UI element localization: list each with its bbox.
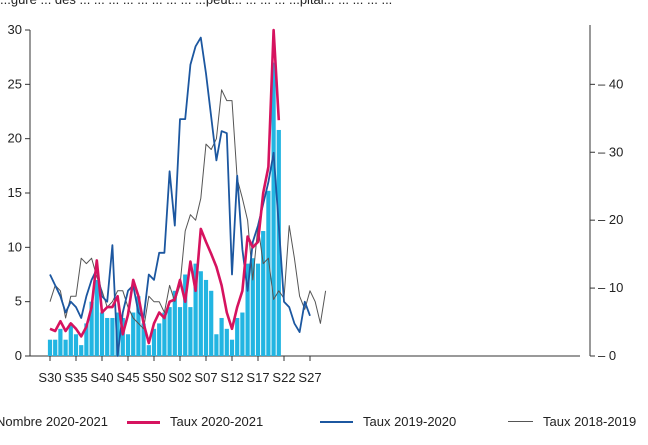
bar-nombre-2020-2021	[203, 279, 209, 356]
legend-swatch-taux-2018-2019	[508, 421, 533, 422]
bar-nombre-2020-2021	[63, 339, 68, 356]
bar-nombre-2020-2021	[110, 317, 115, 356]
x-tick-label: S50	[142, 370, 165, 385]
bar-nombre-2020-2021	[125, 334, 131, 356]
bar-nombre-2020-2021	[193, 263, 198, 356]
x-tick-label: S02	[168, 370, 191, 385]
bar-nombre-2020-2021	[172, 290, 177, 356]
right-tick-label: – 40	[598, 76, 623, 91]
left-tick-label: 0	[15, 348, 22, 363]
right-tick-label: – 30	[598, 144, 623, 159]
header-text: ...gure ... des ... ... ... ... ... ... …	[0, 0, 648, 10]
bar-nombre-2020-2021	[214, 334, 219, 356]
bar-nombre-2020-2021	[157, 323, 162, 356]
bar-nombre-2020-2021	[261, 231, 266, 356]
bar-nombre-2020-2021	[58, 328, 63, 356]
bar-nombre-2020-2021	[276, 129, 281, 356]
bar-nombre-2020-2021	[146, 345, 151, 356]
left-tick-label: 15	[8, 185, 22, 200]
bar-nombre-2020-2021	[79, 345, 84, 356]
legend-swatch-taux-2019-2020	[320, 421, 353, 423]
bar-nombre-2020-2021	[141, 323, 146, 356]
bar-nombre-2020-2021	[167, 307, 172, 356]
x-tick-label: S27	[298, 370, 321, 385]
left-tick-label: 10	[8, 239, 22, 254]
legend-label-taux-2020-2021: Taux 2020-2021	[170, 414, 264, 429]
x-tick-label: S07	[194, 370, 217, 385]
bar-nombre-2020-2021	[151, 328, 157, 356]
bar-nombre-2020-2021	[136, 296, 141, 356]
left-tick-label: 20	[8, 131, 22, 146]
left-tick-label: 30	[8, 22, 22, 37]
bar-nombre-2020-2021	[198, 271, 203, 356]
x-tick-label: S45	[116, 370, 139, 385]
bar-nombre-2020-2021	[105, 317, 110, 356]
x-tick-label: S30	[38, 370, 61, 385]
x-tick-label: S40	[90, 370, 113, 385]
legend: Nombre 2020-2021 Taux 2020-2021 Taux 201…	[0, 412, 648, 434]
bar-nombre-2020-2021	[99, 312, 105, 356]
bar-nombre-2020-2021	[240, 312, 245, 356]
bar-nombre-2020-2021	[120, 317, 125, 356]
right-tick-label: – 0	[598, 348, 616, 363]
x-tick-label: S17	[246, 370, 269, 385]
bar-nombre-2020-2021	[266, 190, 271, 356]
bar-nombre-2020-2021	[73, 334, 79, 356]
x-tick-label: S22	[272, 370, 295, 385]
right-tick-label: – 20	[598, 212, 623, 227]
bar-nombre-2020-2021	[219, 317, 224, 356]
bar-nombre-2020-2021	[47, 339, 53, 356]
bar-nombre-2020-2021	[94, 279, 99, 356]
bar-nombre-2020-2021	[224, 328, 229, 356]
bar-nombre-2020-2021	[84, 323, 89, 356]
bar-nombre-2020-2021	[115, 312, 120, 356]
bar-nombre-2020-2021	[271, 62, 276, 356]
legend-label-taux-2019-2020: Taux 2019-2020	[363, 414, 457, 429]
bar-nombre-2020-2021	[53, 339, 58, 356]
x-tick-label: S12	[220, 370, 243, 385]
bar-nombre-2020-2021	[188, 307, 193, 356]
bar-nombre-2020-2021	[131, 312, 136, 356]
legend-swatch-taux-2020-2021	[127, 421, 160, 424]
bar-nombre-2020-2021	[89, 301, 94, 356]
bar-nombre-2020-2021	[229, 339, 235, 356]
bar-nombre-2020-2021	[209, 290, 214, 356]
bar-nombre-2020-2021	[177, 307, 183, 356]
legend-label-taux-2018-2019: Taux 2018-2019	[543, 414, 637, 429]
legend-label-nombre-2020-2021: Nombre 2020-2021	[0, 414, 109, 429]
line-taux-2019-2020	[49, 36, 311, 357]
bar-nombre-2020-2021	[250, 258, 255, 356]
bar-nombre-2020-2021	[245, 263, 250, 356]
line-taux-2020-2021	[49, 28, 281, 345]
right-tick-label: – 10	[598, 280, 623, 295]
x-tick-label: S35	[64, 370, 87, 385]
bar-nombre-2020-2021	[255, 263, 261, 356]
bar-nombre-2020-2021	[235, 317, 240, 356]
left-tick-label: 5	[15, 294, 22, 309]
bar-nombre-2020-2021	[68, 323, 73, 356]
chart: 0 5 10 15 20 25 30 – 0 – 10 – 20 – 30 – 40 S30 S35 S40…	[8, 22, 624, 385]
bar-nombre-2020-2021	[183, 274, 188, 356]
bar-nombre-2020-2021	[162, 312, 167, 356]
left-tick-label: 25	[8, 76, 22, 91]
